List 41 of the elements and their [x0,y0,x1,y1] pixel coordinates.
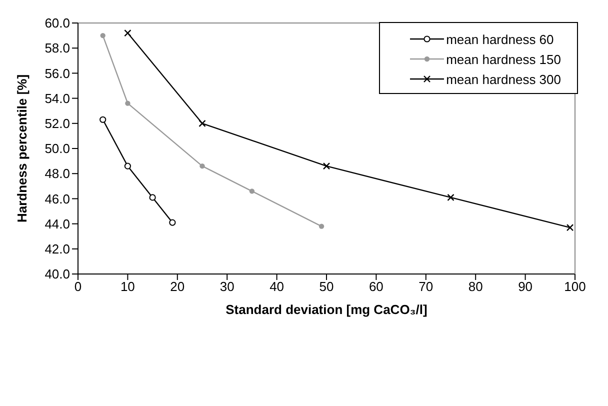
x-tick-label: 20 [170,279,185,294]
x-tick-label: 90 [518,279,533,294]
y-tick-label: 52.0 [44,116,70,132]
point [322,162,330,170]
x-tick-label: 60 [368,279,384,294]
legend-label: mean hardness 60 [446,32,554,46]
x-tick-label: 70 [418,279,434,294]
legend-label: mean hardness 150 [446,52,561,66]
point [200,163,205,169]
x-tick-label: 0 [74,279,82,294]
point [249,188,255,194]
y-tick-label: 54.0 [44,90,70,106]
y-axis-title: Hardness percentile [%] [14,74,30,223]
y-tick-label: 58.0 [44,40,70,56]
x-tick-label: 30 [220,279,234,294]
point [125,100,130,106]
y-tick-label: 60.0 [44,16,70,31]
point [318,224,324,229]
legend-label: mean hardness 300 [446,72,561,86]
point [100,116,106,123]
x-tick-label: 100 [564,279,586,294]
y-tick-label: 40.0 [44,266,70,282]
point [100,32,106,38]
x-tick-label: 40 [270,279,284,294]
point [149,194,156,201]
y-tick-label: 44.0 [44,216,70,232]
y-tick-label: 48.0 [44,166,70,182]
point [198,120,206,127]
point [124,29,132,37]
point [169,219,176,226]
x-tick-label: 50 [319,279,334,294]
y-tick-label: 56.0 [44,66,70,81]
y-tick-label: 50.0 [44,141,70,156]
point [566,224,574,232]
y-tick-label: 46.0 [44,191,70,206]
y-tick-label: 42.0 [44,242,70,257]
x-tick-label: 80 [468,279,483,294]
point [124,162,131,170]
x-axis-title: Standard deviation [mg CaCO₃/l] [226,302,428,317]
x-tick-label: 10 [120,279,135,294]
point [447,194,454,202]
